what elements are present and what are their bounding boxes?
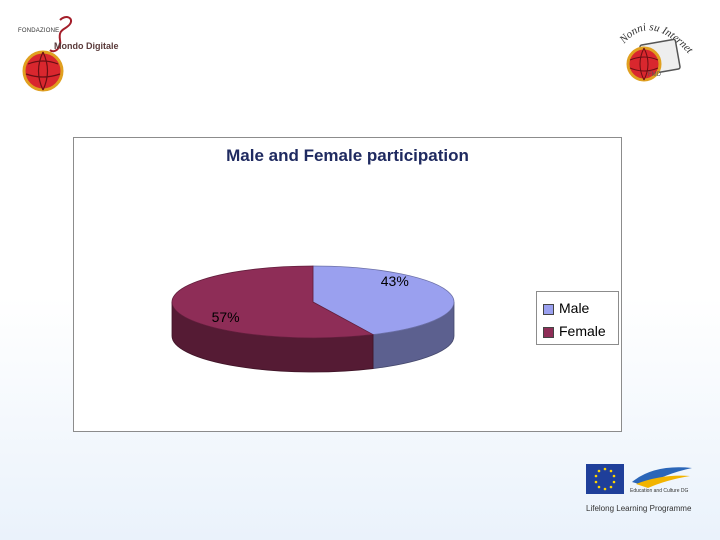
logo-caption: FMD: [648, 72, 661, 78]
legend-swatch-female: [543, 327, 554, 338]
monitor-globe-icon: Nonni su Internet: [617, 21, 696, 82]
pie-slice-male: [312, 265, 455, 335]
legend-label-female: Female: [559, 323, 606, 339]
eu-logos: Education and Culture DG Lifelong Learni…: [584, 460, 696, 518]
legend-label-male: Male: [559, 300, 590, 316]
globe-icon: [22, 16, 72, 92]
chart-title: Male and Female participation: [226, 146, 469, 165]
data-label-female: 57%: [212, 309, 240, 325]
logo-name: Mondo Digitale: [54, 41, 119, 51]
pie-slice-female: [171, 265, 375, 339]
nonni-su-internet-logo: Nonni su Internet FMD: [612, 12, 704, 90]
pie-chart: 43% 57%: [171, 265, 455, 373]
programme-name: Lifelong Learning Programme: [586, 504, 692, 513]
legend-swatch-male: [543, 304, 554, 315]
fondazione-mondo-digitale-logo: FONDAZIONE Mondo Digitale: [14, 14, 134, 94]
logo-tagline: FONDAZIONE: [18, 28, 60, 34]
chart-frame: Male and Female participation 43% 57% Mal…: [73, 137, 622, 432]
eu-caption: Education and Culture DG: [630, 488, 689, 494]
eu-flag-icon: [586, 464, 692, 494]
chart-legend: Male Female: [536, 291, 619, 345]
data-label-male: 43%: [381, 273, 409, 289]
